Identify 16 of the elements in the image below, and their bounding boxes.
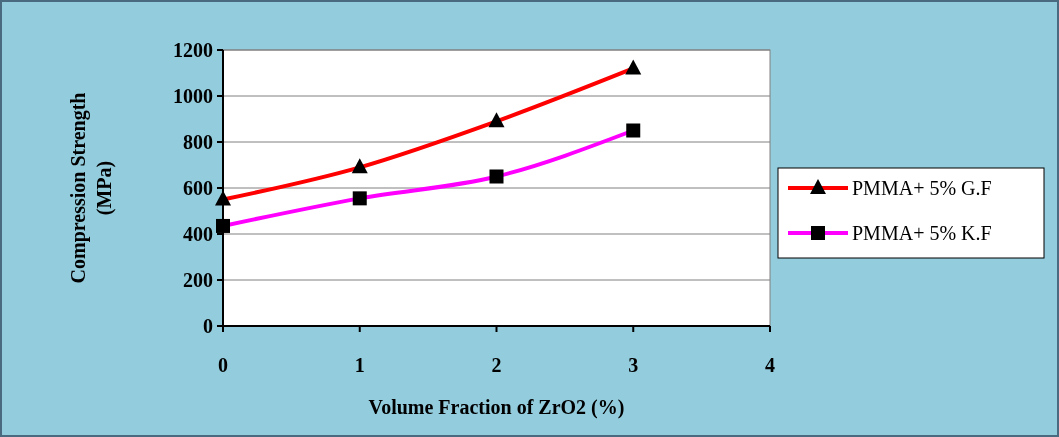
y-tick-label: 200 [183, 269, 213, 291]
y-tick-label: 400 [183, 223, 213, 245]
y-tick-label: 1200 [173, 39, 213, 61]
legend-label: PMMA+ 5% K.F [852, 222, 992, 244]
x-tick-label: 4 [765, 354, 775, 376]
x-tick-label: 3 [628, 354, 639, 376]
y-axis-title: Compression Strength (MPa) [67, 92, 116, 284]
y-tick-label: 600 [183, 177, 213, 199]
y-tick-label: 800 [183, 131, 213, 153]
x-tick-label: 2 [491, 354, 502, 376]
x-tick-label: 0 [218, 354, 228, 376]
y-tick-label: 1000 [173, 85, 213, 107]
y-tick-label: 0 [203, 315, 213, 337]
legend-label: PMMA+ 5% G.F [852, 177, 992, 199]
x-tick-label: 1 [354, 354, 365, 376]
x-axis-title: Volume Fraction of ZrO2 (%) [368, 396, 625, 419]
